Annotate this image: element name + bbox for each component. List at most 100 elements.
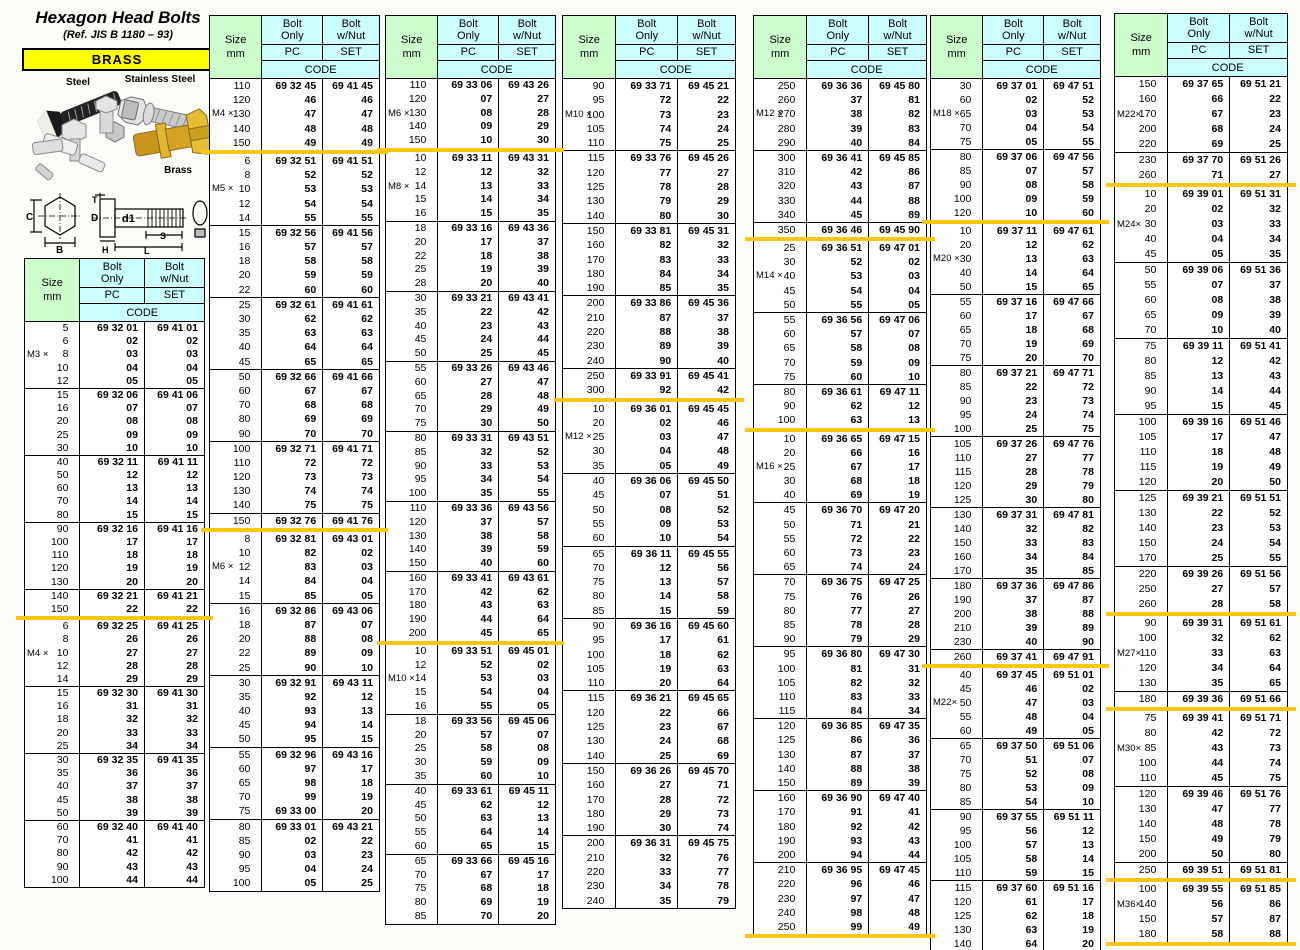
size-cell: 30 xyxy=(210,312,263,327)
pc-code-cell: 48 xyxy=(1168,817,1231,832)
table-row: 100 44 74 xyxy=(1115,756,1287,771)
table-row: 125 23 67 xyxy=(563,720,735,735)
size-cell: 40 xyxy=(25,455,81,470)
table-row: 190 85 35 xyxy=(563,281,735,296)
table-row: 110 72 72 xyxy=(210,455,379,471)
set-code-cell: 10 xyxy=(908,370,920,383)
pc-code-cell: 69 32 21 xyxy=(80,589,145,603)
length-value: 35 xyxy=(414,305,427,318)
size-cell: 100 xyxy=(210,441,263,456)
size-cell: 25 xyxy=(754,241,808,256)
pc-code-cell: 39 xyxy=(807,121,870,136)
size-cell: 75 xyxy=(210,804,263,819)
table-row: 10 69 39 01 69 51 31 xyxy=(1115,187,1287,202)
table-row: 30 04 48 xyxy=(563,444,735,459)
pc-code-cell: 69 37 70 xyxy=(1168,153,1231,168)
length-value: 40 xyxy=(56,780,69,793)
size-cell: 50 xyxy=(25,469,81,483)
length-value: 120 xyxy=(408,515,427,528)
length-value: 20 xyxy=(238,633,251,646)
set-code-cell: 69 45 90 xyxy=(879,223,920,236)
size-cell: 60 xyxy=(386,375,439,390)
length-value: 140 xyxy=(50,589,69,602)
size-cell: 125 xyxy=(931,493,984,507)
set-code-cell: 74 xyxy=(1082,409,1094,421)
length-value: 70 xyxy=(959,754,972,766)
pc-code-cell: 69 36 11 xyxy=(616,546,679,561)
table-row: 30 69 32 35 69 41 35 xyxy=(25,754,204,768)
size-cell: 110 xyxy=(563,676,617,691)
size-cell: 125 xyxy=(563,720,617,735)
length-value: 25 xyxy=(414,263,427,276)
length-value: 95 xyxy=(592,634,605,647)
table-row: 120 20 50 xyxy=(1115,475,1287,490)
length-value: 14 xyxy=(414,672,427,685)
size-cell: 200 xyxy=(563,836,617,851)
table-row: 16 07 07 xyxy=(25,402,204,416)
table-row: 100 17 17 xyxy=(25,536,204,550)
pc-code-cell: 69 32 66 xyxy=(262,369,324,384)
set-code-cell: 72 xyxy=(361,456,373,469)
pc-code-cell: 33 xyxy=(983,536,1045,550)
length-value: 14 xyxy=(56,672,69,685)
set-code-cell: 69 51 16 xyxy=(1053,882,1094,894)
size-cell: 150 xyxy=(754,776,808,791)
table-row: 85 13 43 xyxy=(1115,369,1287,384)
size-cell: 50 xyxy=(210,732,263,747)
table-row: 110 75 25 xyxy=(563,136,735,151)
table-row: 180 43 63 xyxy=(386,599,555,614)
pc-code-cell: 52 xyxy=(983,767,1045,781)
size-cell: 95 xyxy=(563,633,617,648)
length-value: 150 xyxy=(777,777,796,789)
pc-code-cell: 57 xyxy=(1168,912,1231,927)
set-code-cell: 69 43 06 xyxy=(332,604,373,617)
set-code-cell: 54 xyxy=(717,532,729,545)
size-cell: 115 xyxy=(1115,460,1169,475)
table-row: 150 24 54 xyxy=(1115,536,1287,551)
bolt-only-header: Bolt Only xyxy=(262,16,324,44)
length-value: 70 xyxy=(414,868,427,881)
pc-code-cell: 14 xyxy=(80,495,145,509)
set-code-cell: 69 xyxy=(1082,338,1094,350)
table-row: 30 69 33 21 69 43 41 xyxy=(386,291,555,306)
length-value: 25 xyxy=(783,242,796,255)
set-code-cell: 23 xyxy=(1269,108,1281,120)
table-row: 75 20 70 xyxy=(931,351,1100,365)
size-cell: 170 xyxy=(931,564,984,578)
length-value: 90 xyxy=(238,427,251,440)
size-cell: 60 xyxy=(754,546,808,561)
set-code-cell: 79 xyxy=(717,894,729,907)
table-row: 70 41 41 xyxy=(25,834,204,848)
pc-code-cell: 07 xyxy=(983,164,1045,178)
set-code-cell: 58 xyxy=(1082,179,1094,191)
size-cell: 120 xyxy=(1115,661,1169,676)
pc-code-cell: 75 xyxy=(616,136,679,151)
set-code-cell: 05 xyxy=(537,700,549,713)
length-value: 120 xyxy=(953,480,972,492)
size-cell: 90 xyxy=(210,426,263,441)
set-code-cell: 17 xyxy=(186,536,198,548)
size-cell: 340 xyxy=(754,207,808,222)
set-code-cell: 17 xyxy=(537,868,549,881)
size-cell: 70 xyxy=(25,495,81,509)
size-cell: 85 xyxy=(563,603,617,618)
set-code-cell: 65 xyxy=(1269,677,1281,689)
set-code-cell: 69 47 06 xyxy=(879,314,920,326)
size-cell: 115 xyxy=(754,704,808,719)
table-row: 5 69 32 01 69 41 01 xyxy=(25,322,204,336)
table-row: 55 69 32 96 69 43 16 xyxy=(210,747,379,762)
table-row: 16 15 35 xyxy=(386,207,555,221)
length-value: 80 xyxy=(56,508,69,521)
pc-code-cell: 31 xyxy=(80,700,145,714)
section-divider xyxy=(377,640,564,645)
table-row: 170 35 85 xyxy=(931,564,1100,578)
set-code-cell: 69 41 25 xyxy=(157,620,198,633)
bolt-only-header: Bolt Only xyxy=(80,259,145,287)
length-value: 10 xyxy=(959,225,972,237)
size-cell: 16 xyxy=(210,240,263,255)
set-code-cell: 62 xyxy=(1269,632,1281,644)
length-value: 55 xyxy=(414,361,427,374)
set-code-cell: 47 xyxy=(717,431,729,444)
pc-code-cell: 39 xyxy=(438,543,500,558)
length-value: 55 xyxy=(959,711,972,723)
